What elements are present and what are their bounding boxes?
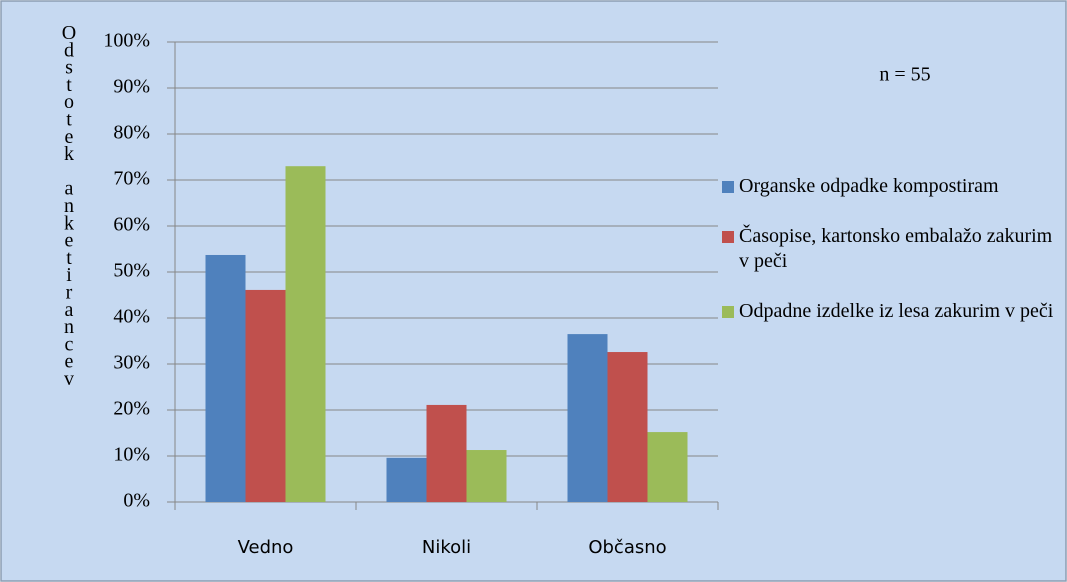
legend-entry: Organske odpadke kompostiram bbox=[722, 174, 1062, 199]
bar bbox=[245, 289, 286, 502]
y-tick-label: 80% bbox=[113, 122, 150, 144]
x-tick-label: Nikoli bbox=[422, 537, 471, 558]
y-tick-label: 30% bbox=[113, 352, 150, 374]
y-tick-label: 50% bbox=[113, 260, 150, 282]
legend-swatch bbox=[722, 306, 734, 318]
legend: Organske odpadke kompostiram Časopise, ka… bbox=[722, 174, 1062, 349]
annotation: n = 55 bbox=[879, 64, 930, 86]
legend-swatch bbox=[722, 181, 734, 193]
y-tick-label: 60% bbox=[113, 214, 150, 236]
bar bbox=[386, 457, 427, 502]
x-tick-label: Vedno bbox=[238, 537, 294, 558]
legend-label: Organske odpadke kompostiram bbox=[739, 175, 999, 197]
bar bbox=[426, 404, 467, 502]
legend-swatch bbox=[722, 231, 734, 243]
legend-label: Odpadne izdelke iz lesa zakurim v peči bbox=[739, 300, 1054, 322]
legend-entry: Časopise, kartonsko embalažo zakurim v p… bbox=[722, 224, 1062, 274]
y-tick-label: 70% bbox=[113, 168, 150, 190]
y-tick-label: 90% bbox=[113, 76, 150, 98]
x-tick-label: Občasno bbox=[588, 537, 666, 558]
bar bbox=[205, 254, 246, 502]
bar bbox=[607, 352, 648, 502]
y-tick-label: 20% bbox=[113, 398, 150, 420]
bar bbox=[567, 334, 608, 502]
y-tick-label: 0% bbox=[123, 490, 150, 512]
legend-label: Časopise, kartonsko embalažo zakurim v p… bbox=[739, 225, 1053, 272]
bar bbox=[466, 450, 507, 502]
bar bbox=[647, 432, 688, 502]
bar bbox=[285, 166, 326, 502]
y-tick-label: 100% bbox=[103, 30, 150, 52]
y-tick-label: 10% bbox=[113, 444, 150, 466]
legend-entry: Odpadne izdelke iz lesa zakurim v peči bbox=[722, 299, 1062, 324]
y-tick-label: 40% bbox=[113, 306, 150, 328]
